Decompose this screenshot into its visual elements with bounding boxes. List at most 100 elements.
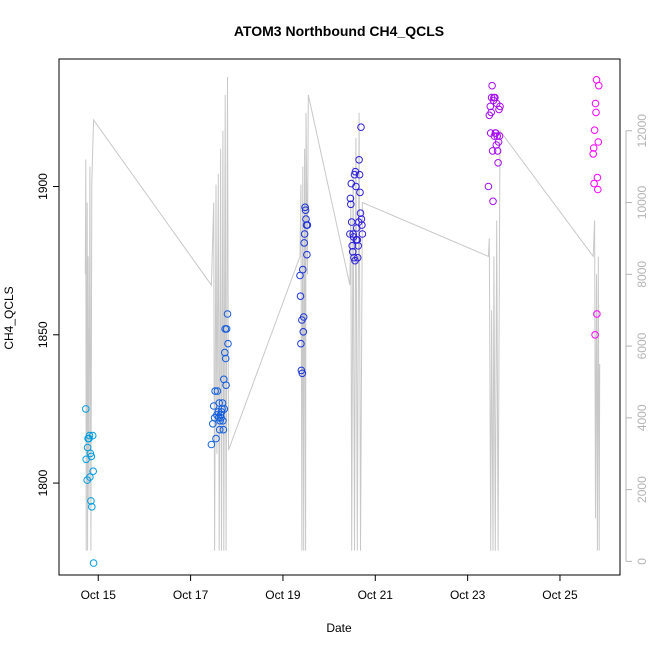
data-point	[88, 431, 97, 440]
data-point	[353, 253, 362, 262]
data-point	[593, 173, 602, 182]
data-point	[299, 265, 307, 274]
data-point	[494, 138, 503, 146]
data-point	[303, 250, 311, 259]
x-tick-label: Oct 17	[173, 588, 209, 602]
data-point	[355, 170, 364, 179]
data-point	[594, 185, 602, 194]
data-point	[595, 81, 603, 90]
data-point	[591, 331, 599, 339]
data-point	[348, 242, 357, 250]
data-point	[494, 159, 502, 167]
data-point	[594, 138, 603, 146]
data-point	[87, 497, 95, 505]
data-point	[301, 206, 310, 214]
x-tick-label: Oct 19	[265, 588, 301, 602]
data-point	[223, 310, 232, 318]
data-point	[589, 150, 598, 158]
data-point	[224, 339, 232, 348]
data-point	[213, 387, 222, 395]
data-point	[212, 434, 220, 443]
data-point	[219, 417, 227, 425]
data-point	[493, 147, 502, 155]
data-point	[297, 339, 305, 348]
data-point	[215, 425, 224, 434]
data-point	[87, 452, 96, 461]
data-point	[349, 230, 357, 238]
chart-title: ATOM3 Northbound CH4_QCLS	[234, 23, 444, 39]
data-point	[86, 473, 94, 481]
data-point	[220, 405, 229, 413]
data-point	[86, 449, 95, 458]
y-axis-label: CH4_QCLS	[2, 286, 16, 349]
x-axis-label: Date	[326, 621, 352, 635]
data-point	[484, 182, 493, 191]
data-point	[356, 188, 364, 197]
x-axis: Oct 15 Oct 17 Oct 19 Oct 21 Oct 23 Oct 25	[81, 575, 578, 602]
data-point	[221, 348, 229, 357]
data-point	[488, 81, 496, 90]
data-point	[218, 405, 226, 413]
data-point	[89, 467, 97, 476]
data-point	[298, 369, 307, 378]
data-point	[496, 102, 504, 111]
data-point	[357, 215, 366, 223]
x-tick-label: Oct 21	[358, 588, 394, 602]
data-point	[590, 179, 598, 188]
data-point	[355, 156, 363, 164]
data-point	[353, 236, 362, 244]
data-point	[350, 170, 359, 179]
y2-tick-label: 8000	[635, 261, 649, 288]
data-point	[300, 230, 309, 238]
y2-tick-label: 2000	[635, 476, 649, 503]
data-point	[82, 405, 90, 413]
data-point	[589, 144, 598, 152]
data-point	[590, 126, 599, 134]
data-point	[211, 387, 219, 395]
data-point	[301, 203, 309, 212]
data-point	[83, 443, 92, 452]
y-tick-label: 1900	[36, 173, 50, 200]
data-point	[489, 197, 497, 206]
y-tick-label: 1800	[36, 469, 50, 496]
data-point	[296, 271, 304, 280]
data-point	[222, 381, 230, 390]
data-point	[299, 328, 308, 336]
y-axis-right: 0 2000 4000 6000 8000 10000 12000	[625, 114, 649, 565]
data-point	[354, 242, 363, 250]
data-point	[222, 325, 231, 333]
data-point	[358, 221, 366, 229]
data-point	[495, 132, 504, 140]
y2-tick-label: 6000	[635, 332, 649, 359]
x-tick-label: Oct 25	[542, 588, 578, 602]
altitude-line-layer	[84, 76, 601, 551]
data-point	[219, 425, 228, 434]
data-point	[352, 182, 360, 191]
data-point	[299, 313, 308, 321]
x-tick-label: Oct 23	[450, 588, 486, 602]
data-point	[486, 102, 495, 111]
y2-tick-label: 0	[635, 558, 649, 565]
data-point	[346, 194, 355, 203]
data-point	[85, 431, 94, 440]
data-point	[88, 503, 96, 511]
data-point	[487, 108, 496, 117]
data-point	[215, 399, 223, 407]
data-point	[591, 99, 600, 108]
y2-tick-label: 10000	[635, 186, 649, 220]
x-tick-label: Oct 15	[81, 588, 117, 602]
y-axis-left: 1800 1850 1900	[36, 173, 59, 496]
data-point	[592, 108, 600, 117]
data-point	[89, 559, 98, 567]
y2-tick-label: 12000	[635, 114, 649, 148]
data-point	[347, 218, 356, 226]
data-point	[358, 230, 367, 238]
data-point	[356, 209, 365, 217]
data-point	[221, 354, 230, 363]
y-tick-label: 1850	[36, 321, 50, 348]
data-point	[296, 292, 305, 301]
y2-tick-label: 4000	[635, 404, 649, 431]
data-point	[488, 147, 497, 155]
